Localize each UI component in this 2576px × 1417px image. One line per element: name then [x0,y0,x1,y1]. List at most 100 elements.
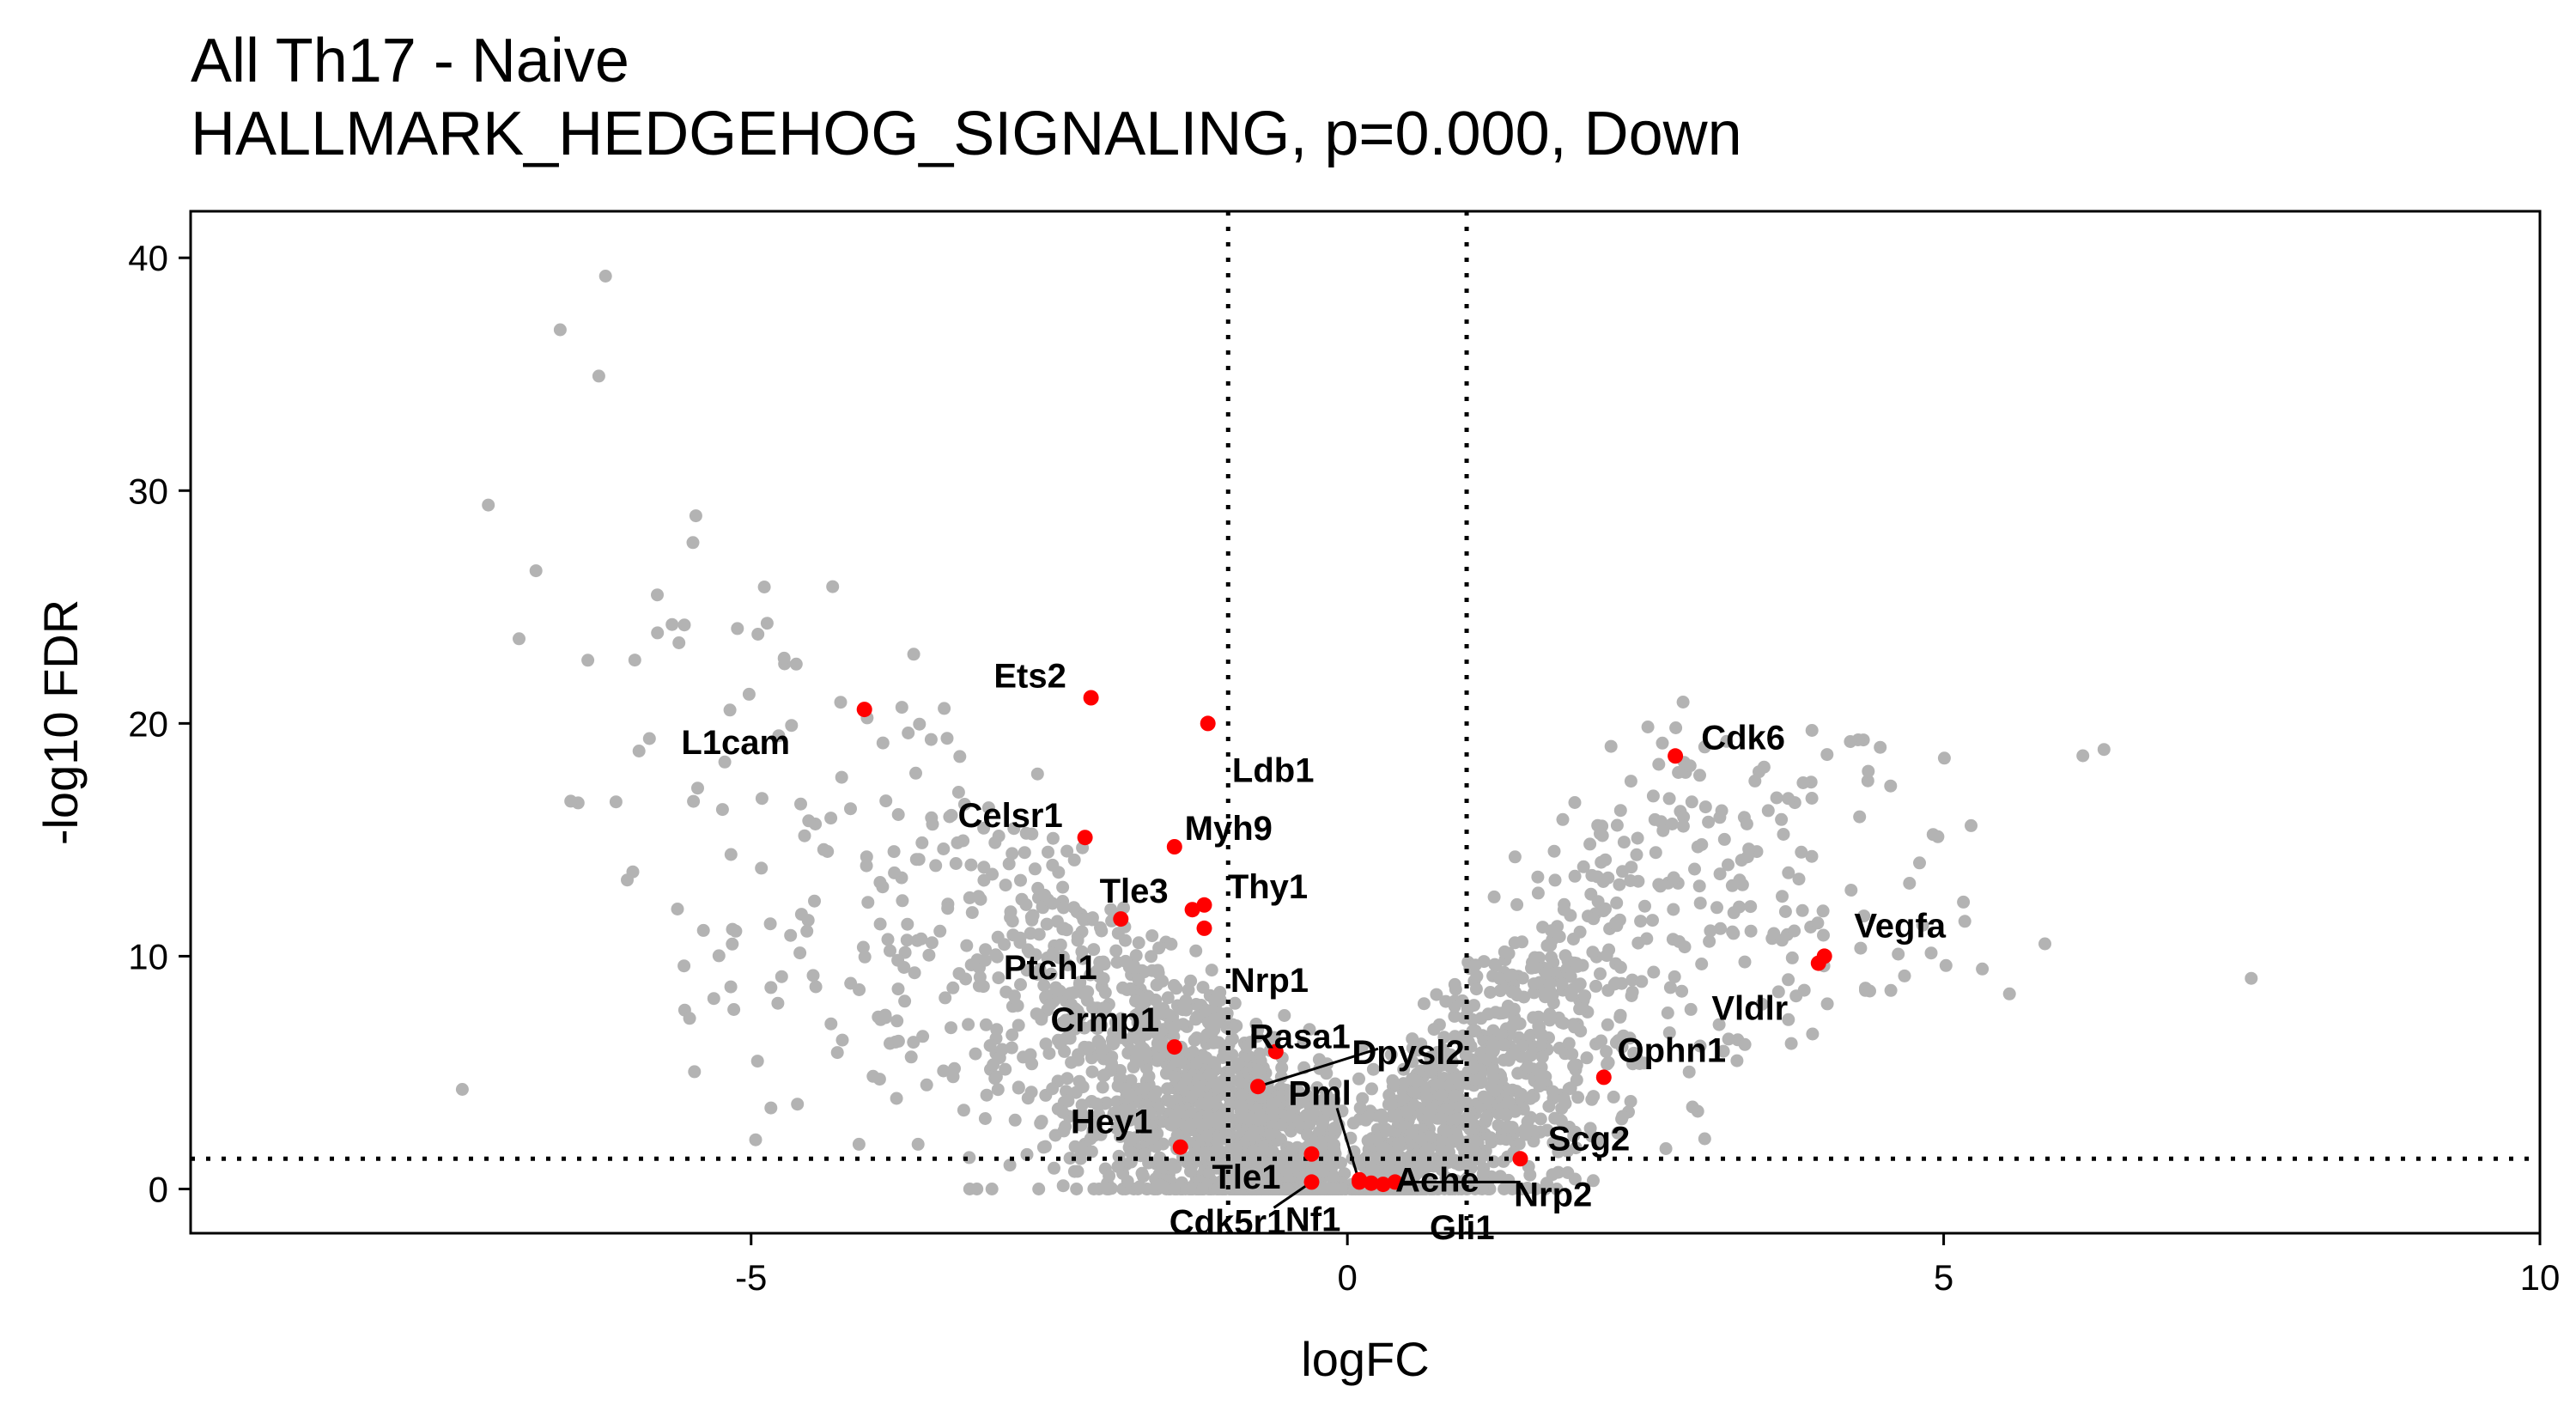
gene-label: Thy1 [1228,868,1308,906]
background-point [1586,946,1600,959]
background-point [1505,985,1519,999]
background-point [1540,1177,1553,1190]
background-point [1788,924,1801,938]
background-point [1523,1028,1537,1042]
background-point [1448,1089,1461,1103]
background-point [824,1017,838,1031]
background-point [726,937,739,951]
background-point [960,939,974,952]
background-point [751,628,765,641]
background-point [1698,800,1712,814]
background-point [1400,1105,1413,1119]
background-point [609,795,623,809]
background-point [677,959,691,973]
background-point [1086,1126,1100,1140]
background-point [1600,1045,1613,1058]
background-point [1087,1183,1101,1195]
background-point [1117,901,1130,915]
background-point [992,971,1005,985]
background-point [1874,740,1887,754]
background-point [891,1034,905,1048]
background-point [1624,874,1637,887]
gene-label: Crmp1 [1050,1001,1159,1039]
background-point [908,966,921,980]
background-point [1884,983,1898,997]
background-point [1617,836,1631,849]
background-point [1767,927,1781,940]
background-point [895,701,908,715]
background-point [1247,1183,1261,1195]
highlighted-point [1166,839,1182,854]
background-point [1631,936,1645,950]
background-point [1046,1082,1060,1096]
background-point [687,794,701,808]
background-point [1365,1163,1379,1177]
background-point [999,1062,1012,1076]
background-point [1074,1152,1087,1165]
background-point [686,536,700,550]
background-point [1297,1037,1310,1050]
background-point [912,853,926,867]
background-point [455,1083,469,1096]
background-point [1435,1088,1449,1102]
background-point [1647,965,1661,979]
background-point [1937,751,1951,765]
background-point [1424,1065,1437,1078]
background-point [1150,978,1163,992]
background-point [1652,757,1666,771]
background-point [671,903,684,915]
background-point [1028,862,1042,876]
background-point [1057,901,1070,915]
background-point [1656,736,1669,750]
background-point [946,981,960,994]
background-point [941,902,955,915]
background-point [1071,934,1084,947]
background-point [1161,1082,1174,1096]
background-point [1613,960,1627,974]
background-point [1147,1128,1161,1142]
background-point [922,948,936,962]
background-point [1591,818,1605,832]
gene-label: Cdk5r1 [1170,1203,1286,1241]
background-point [1521,1182,1534,1195]
background-point [1676,696,1690,708]
background-point [913,717,927,731]
background-point [1716,1044,1730,1058]
background-point [1008,1113,1022,1127]
background-point [1884,779,1898,793]
background-point [926,818,939,831]
background-point [2002,987,2016,1000]
background-point [1698,740,1711,754]
background-point [856,940,870,954]
background-point [1479,1112,1493,1126]
background-point [1580,1051,1594,1065]
background-point [1025,1057,1039,1071]
background-point [1501,1120,1515,1134]
background-point [1366,1062,1380,1076]
background-point [1199,1004,1212,1018]
threshold-lines [191,211,2540,1233]
background-point [830,1046,844,1060]
background-point [1495,1028,1508,1042]
background-point [1046,897,1060,910]
background-point [1247,1124,1261,1138]
background-point [1111,1079,1125,1092]
background-point [1466,1025,1479,1038]
background-point [1225,1032,1239,1046]
background-point [1163,1094,1177,1108]
gene-label: Ptch1 [1004,949,1097,987]
background-point [835,770,848,784]
background-point [1453,1181,1467,1195]
background-point [1152,1002,1166,1016]
background-point [1228,996,1242,1010]
background-point [1516,935,1528,949]
background-point [920,1078,933,1092]
background-point [1499,1109,1513,1122]
background-point [1662,792,1676,806]
background-point [1589,979,1602,993]
background-point [1229,1169,1242,1183]
background-point [1230,1143,1243,1157]
background-point [1185,1090,1199,1104]
background-point [1735,878,1749,891]
background-point [1611,1126,1625,1140]
